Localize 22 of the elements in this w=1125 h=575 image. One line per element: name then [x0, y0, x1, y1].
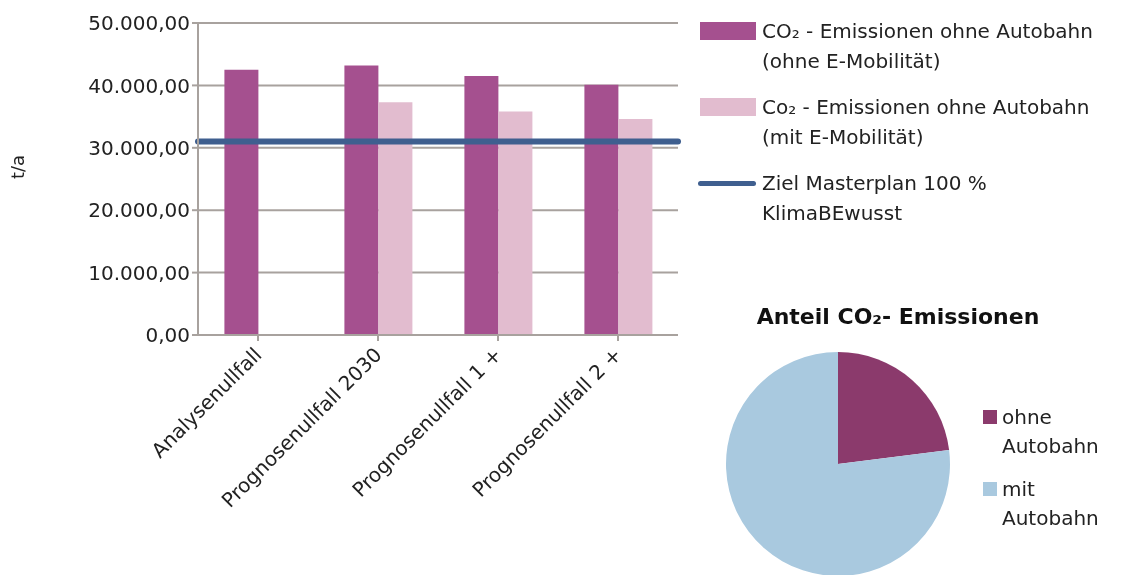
y-tick-label: 40.000,00: [88, 73, 190, 98]
bar: [498, 111, 533, 335]
y-tick-label: 20.000,00: [88, 198, 190, 223]
bar: [584, 84, 619, 335]
bar: [378, 102, 413, 335]
bar: [464, 76, 499, 335]
pie-slice: [838, 352, 950, 464]
legend-label: CO₂ - Emissionen ohne Autobahn (ohne E-Mobilität): [762, 18, 1094, 75]
bar: [224, 69, 259, 335]
y-tick-label: 50.000,00: [88, 11, 190, 36]
pie-slice: [726, 352, 950, 575]
y-tick-label: 10.000,00: [88, 260, 190, 285]
bar: [344, 65, 379, 335]
legend-label: Ziel Masterplan 100 % KlimaBEwusst: [762, 170, 988, 227]
chart-title: Anteil CO₂- Emissionen: [755, 304, 1041, 329]
y-tick-label: 30.000,00: [88, 135, 190, 160]
y-axis-title: t/a: [7, 154, 29, 179]
legend-label: ohne Autobahn: [1002, 404, 1100, 460]
y-tick-label: 0,00: [145, 323, 190, 348]
legend-label: Co₂ - Emissionen ohne Autobahn (mit E-Mobilität): [762, 94, 1091, 151]
legend-label: mit Autobahn: [1002, 476, 1100, 532]
bar: [618, 119, 653, 335]
